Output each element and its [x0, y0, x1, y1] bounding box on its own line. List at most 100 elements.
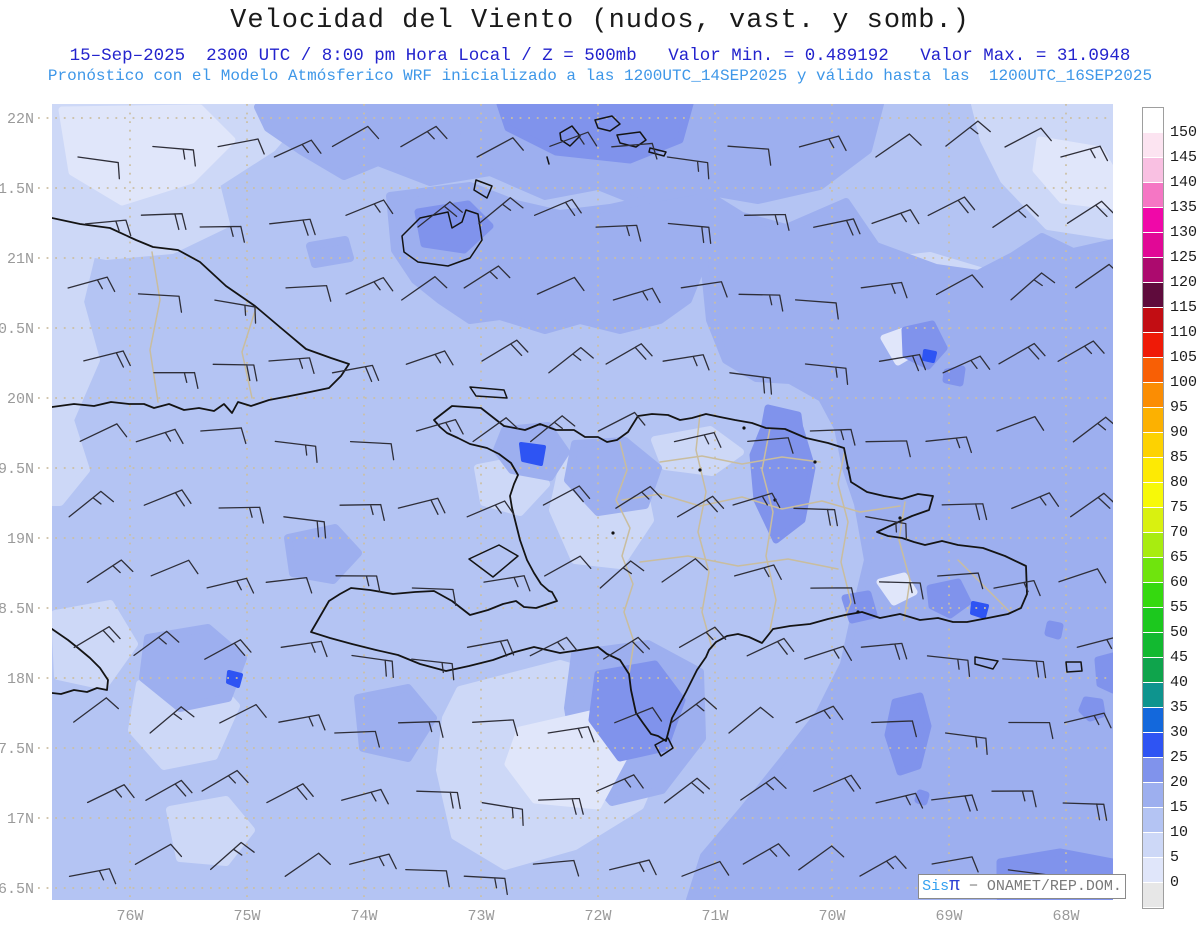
wind-barb [813, 218, 861, 236]
wind-barb [926, 655, 971, 677]
colorbar-segment [1143, 458, 1163, 482]
wind-barb [68, 868, 117, 885]
x-axis-label: 74W [350, 908, 377, 925]
colorbar-tick-label: 55 [1170, 599, 1189, 616]
axis-labels: 22N 1.5N 21N 0.5N 20N 9.5N 19N 8.5N 18N 7.5N 17N 6.… [0, 111, 1080, 925]
island-saona [974, 656, 999, 670]
island-little-inagua [473, 179, 493, 199]
colorbar-segment [1143, 783, 1163, 807]
colorbar-segment [1143, 733, 1163, 757]
wind-barb [744, 213, 790, 231]
wind-barb [595, 224, 642, 242]
x-axis-label: 69W [935, 908, 962, 925]
wind-barb [747, 437, 794, 454]
island-beata [654, 737, 674, 757]
colorbar-segment [1143, 408, 1163, 432]
colorbar-tick-label: 75 [1170, 499, 1189, 516]
wind-barb [481, 339, 529, 362]
colorbar-segment [1143, 483, 1163, 507]
y-axis-label: 7.5N [0, 741, 34, 758]
colorbar-tick-label: 90 [1170, 424, 1189, 441]
wind-barb [411, 587, 457, 607]
colorbar-segment [1143, 358, 1163, 382]
colorbar-segment [1143, 583, 1163, 607]
colorbar-segment [1143, 133, 1163, 157]
wind-barb [804, 363, 849, 385]
wind-barb [415, 419, 464, 435]
colorbar-tick-label: 35 [1170, 699, 1189, 716]
wind-barb [795, 705, 844, 724]
wind-barb [597, 411, 646, 432]
wind-barb [661, 558, 708, 583]
wind-barb [1058, 568, 1107, 584]
colorbar-segment [1143, 283, 1163, 307]
wind-barb [738, 293, 784, 312]
colorbar-tick-label: 130 [1170, 224, 1198, 241]
wind-barb [942, 355, 991, 374]
wind-barb [1076, 636, 1113, 653]
colorbar-segment [1143, 433, 1163, 457]
wind-barb [133, 630, 180, 657]
wind-barb [878, 581, 924, 600]
wind-barb [218, 506, 264, 524]
wind-barb [931, 856, 979, 873]
wind-barb [793, 507, 839, 527]
wind-barb [466, 500, 515, 518]
wind-barb [149, 706, 195, 734]
colorbar-segment [1143, 658, 1163, 682]
wind-barb [1011, 492, 1060, 510]
wind-barb [411, 658, 455, 681]
colorbar-tick-label: 145 [1170, 149, 1198, 166]
wind-barb [798, 135, 847, 152]
wind-barb [1070, 492, 1113, 518]
watermark-onamet: − ONAMET/REP.DOM. [959, 878, 1122, 895]
wind-barb [865, 440, 911, 458]
colorbar-tick-label: 95 [1170, 399, 1189, 416]
y-axis-label: 6.5N [0, 881, 34, 898]
wind-barb [532, 859, 580, 877]
island-caicos-1 [559, 125, 581, 147]
wind-barb [349, 853, 397, 870]
colorbar-segment [1143, 683, 1163, 707]
wind-barb [401, 276, 448, 301]
colorbar-tick-label: 5 [1170, 849, 1180, 866]
wind-barb [536, 276, 585, 295]
wind-barb [794, 299, 839, 320]
wind-barb [813, 774, 862, 792]
wind-barb [681, 860, 730, 877]
wind-barb [875, 133, 922, 158]
wind-barb [204, 639, 252, 660]
island-great-inagua [401, 209, 483, 267]
colorbar-segment [1143, 208, 1163, 232]
wind-barb [673, 431, 722, 448]
colorbar-segment [1143, 308, 1163, 332]
wind-barb [143, 489, 192, 507]
wind-barb [331, 364, 380, 383]
wind-barb [266, 783, 314, 804]
y-axis-label: 19N [7, 531, 34, 548]
wind-barb [405, 868, 450, 888]
x-axis-label: 72W [584, 908, 611, 925]
watermark-box: Sisπ − ONAMET/REP.DOM. [918, 874, 1126, 899]
colorbar-tick-label: 115 [1170, 299, 1198, 316]
wind-barb [150, 559, 199, 577]
colorbar-segment [1143, 633, 1163, 657]
wind-barb [676, 495, 725, 518]
wind-barb [860, 281, 908, 299]
wind-barb [1010, 272, 1056, 301]
wind-barb [199, 225, 246, 243]
coastline-cuba [52, 217, 350, 414]
colorbar-segment [1143, 233, 1163, 257]
wind-barb [609, 859, 657, 876]
x-axis-label: 76W [116, 908, 143, 925]
x-axis-label: 75W [233, 908, 260, 925]
y-axis-label: 22N [7, 111, 34, 128]
wind-barb [732, 492, 781, 509]
wind-barb [993, 579, 1041, 597]
colorbar-segment [1143, 383, 1163, 407]
x-axis-label: 71W [701, 908, 728, 925]
province-borders [149, 251, 1011, 675]
wind-barb [210, 841, 255, 871]
wind-barb [274, 440, 318, 464]
